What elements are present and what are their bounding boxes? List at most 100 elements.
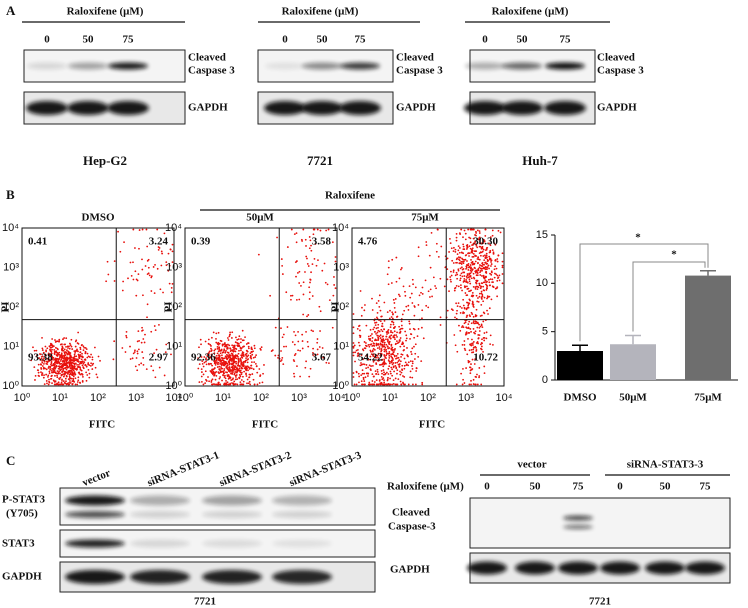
bar bbox=[557, 351, 603, 380]
event-dot bbox=[211, 365, 213, 367]
band-label: Cleaved bbox=[396, 52, 434, 64]
event-dot bbox=[467, 229, 469, 231]
event-dot bbox=[154, 264, 156, 266]
event-dot bbox=[478, 301, 480, 303]
event-dot bbox=[135, 365, 137, 367]
event-dot bbox=[387, 348, 389, 350]
event-dot bbox=[396, 340, 398, 342]
event-dot bbox=[305, 256, 307, 258]
event-dot bbox=[325, 282, 327, 284]
event-dot bbox=[226, 358, 228, 360]
event-dot bbox=[456, 272, 458, 274]
event-dot bbox=[74, 371, 76, 373]
event-dot bbox=[488, 256, 490, 258]
event-dot bbox=[444, 286, 446, 288]
event-dot bbox=[401, 365, 403, 367]
event-dot bbox=[242, 376, 244, 378]
event-dot bbox=[154, 376, 156, 378]
event-dot bbox=[58, 341, 60, 343]
event-dot bbox=[134, 247, 136, 249]
band bbox=[340, 63, 380, 70]
event-dot bbox=[68, 382, 70, 384]
event-dot bbox=[86, 374, 88, 376]
event-dot bbox=[468, 302, 470, 304]
event-dot bbox=[161, 253, 163, 255]
event-dot bbox=[239, 358, 241, 360]
event-dot bbox=[476, 286, 478, 288]
event-dot bbox=[486, 268, 488, 270]
event-dot bbox=[489, 250, 491, 252]
event-dot bbox=[379, 294, 381, 296]
event-dot bbox=[368, 344, 370, 346]
event-dot bbox=[215, 342, 217, 344]
event-dot bbox=[215, 364, 217, 366]
event-dot bbox=[75, 355, 77, 357]
event-dot bbox=[171, 291, 173, 293]
event-dot bbox=[241, 372, 243, 374]
event-dot bbox=[477, 297, 479, 299]
event-dot bbox=[45, 346, 47, 348]
event-dot bbox=[67, 345, 69, 347]
event-dot bbox=[172, 244, 174, 246]
event-dot bbox=[430, 267, 432, 269]
event-dot bbox=[399, 363, 401, 365]
x-tick-label: 10⁴ bbox=[496, 392, 513, 404]
event-dot bbox=[461, 290, 463, 292]
event-dot bbox=[142, 229, 144, 231]
event-dot bbox=[225, 380, 227, 382]
event-dot bbox=[400, 337, 402, 339]
event-dot bbox=[38, 364, 40, 366]
event-dot bbox=[376, 343, 378, 345]
event-dot bbox=[49, 372, 51, 374]
event-dot bbox=[395, 311, 397, 313]
event-dot bbox=[453, 247, 455, 249]
event-dot bbox=[224, 362, 226, 364]
event-dot bbox=[388, 329, 390, 331]
event-dot bbox=[487, 313, 489, 315]
event-dot bbox=[60, 358, 62, 360]
dose-header: Raloxifene (μM) bbox=[492, 6, 569, 18]
event-dot bbox=[41, 373, 43, 375]
event-dot bbox=[388, 260, 390, 262]
event-dot bbox=[477, 334, 479, 336]
event-dot bbox=[402, 314, 404, 316]
event-dot bbox=[450, 271, 452, 273]
event-dot bbox=[395, 358, 397, 360]
event-dot bbox=[224, 352, 226, 354]
event-dot bbox=[492, 230, 494, 232]
event-dot bbox=[496, 258, 498, 260]
event-dot bbox=[476, 295, 478, 297]
event-dot bbox=[496, 280, 498, 282]
event-dot bbox=[254, 345, 256, 347]
event-dot bbox=[239, 381, 241, 383]
event-dot bbox=[412, 384, 414, 386]
event-dot bbox=[469, 245, 471, 247]
event-dot bbox=[471, 339, 473, 341]
event-dot bbox=[143, 364, 145, 366]
event-dot bbox=[392, 354, 394, 356]
event-dot bbox=[486, 285, 488, 287]
event-dot bbox=[82, 356, 84, 358]
event-dot bbox=[225, 355, 227, 357]
event-dot bbox=[317, 259, 319, 261]
event-dot bbox=[65, 346, 67, 348]
event-dot bbox=[309, 282, 311, 284]
x-tick-label: 10³ bbox=[128, 392, 144, 404]
event-dot bbox=[393, 383, 395, 385]
event-dot bbox=[488, 268, 490, 270]
event-dot bbox=[376, 327, 378, 329]
cell-line: 7721 bbox=[307, 153, 333, 168]
event-dot bbox=[491, 298, 493, 300]
event-dot bbox=[404, 295, 406, 297]
event-dot bbox=[395, 334, 397, 336]
event-dot bbox=[260, 349, 262, 351]
event-dot bbox=[470, 380, 472, 382]
event-dot bbox=[391, 384, 393, 386]
event-dot bbox=[228, 335, 230, 337]
event-dot bbox=[74, 356, 76, 358]
event-dot bbox=[228, 362, 230, 364]
event-dot bbox=[51, 370, 53, 372]
event-dot bbox=[148, 267, 150, 269]
event-dot bbox=[215, 338, 217, 340]
event-dot bbox=[365, 367, 367, 369]
